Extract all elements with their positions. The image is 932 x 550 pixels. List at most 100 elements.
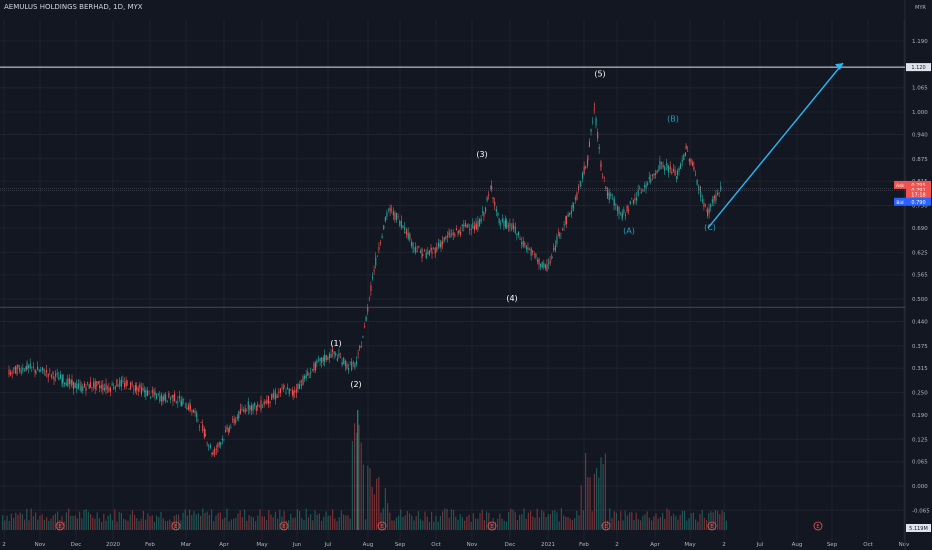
candle-body <box>477 220 479 230</box>
volume-bar <box>59 520 61 530</box>
earnings-marker <box>601 521 611 531</box>
candle-body <box>136 386 138 390</box>
volume-bar <box>640 520 642 530</box>
volume-bar <box>197 513 199 530</box>
volume-bar <box>530 510 532 530</box>
volume-bar <box>477 518 479 530</box>
candle-body <box>271 393 273 400</box>
volume-bar <box>536 508 538 530</box>
volume-bar <box>28 520 30 530</box>
volume-bar <box>613 510 615 530</box>
earnings-marker <box>707 521 717 531</box>
candle-body <box>26 362 28 370</box>
y-tick-label: 0.375 <box>912 344 928 350</box>
candle-body <box>440 241 442 247</box>
candle-body <box>178 395 180 399</box>
wave-label: (2) <box>350 380 361 389</box>
candle-body <box>696 179 698 185</box>
candle-body <box>166 400 168 403</box>
volume-bar <box>681 510 683 530</box>
candle-body <box>317 359 320 361</box>
volume-bar <box>620 510 622 530</box>
candle-body <box>165 394 167 402</box>
candle-body <box>125 380 127 387</box>
countdown-bg <box>906 190 931 199</box>
volume-bar <box>712 512 714 530</box>
volume-bar <box>206 511 208 530</box>
wave-label: (C) <box>704 223 716 232</box>
volume-bar <box>499 513 501 530</box>
candle-body <box>582 173 584 179</box>
candle-body <box>558 233 560 236</box>
volume-bar <box>710 511 712 530</box>
candle-body <box>466 224 468 228</box>
volume-bar <box>697 521 699 530</box>
candle-body <box>611 197 613 199</box>
candle-body <box>352 362 354 364</box>
candle-body <box>525 245 527 250</box>
candle-body <box>668 167 670 173</box>
candle-body <box>662 165 664 168</box>
volume-bar <box>527 512 529 530</box>
volume-bar <box>149 516 151 530</box>
candle-body <box>701 199 703 202</box>
volume-bar <box>472 513 474 530</box>
volume-bar <box>653 516 655 530</box>
candle-body <box>156 394 158 399</box>
volume-bar <box>35 512 37 530</box>
candle-body <box>494 201 496 206</box>
candle-body <box>637 190 639 196</box>
volume-bar <box>57 511 59 530</box>
candle-body <box>676 170 678 176</box>
candle-body <box>302 376 304 385</box>
candle-body <box>294 390 296 393</box>
volume-bar <box>701 509 703 530</box>
candle-body <box>491 185 493 190</box>
volume-bar <box>312 520 314 530</box>
volume-bar <box>136 518 138 530</box>
candle-body <box>446 235 448 238</box>
candle-body <box>397 216 399 217</box>
x-tick-label: Aug <box>363 542 374 548</box>
candle-body <box>458 229 460 233</box>
candle-body <box>667 164 669 169</box>
candle-body <box>483 212 485 217</box>
candle-body <box>404 227 406 231</box>
candle-body <box>376 255 378 257</box>
y-tick-label: 1.000 <box>912 110 928 116</box>
candle-body <box>546 264 548 271</box>
candle-body <box>551 256 553 258</box>
volume-bar <box>382 508 384 530</box>
candle-body <box>485 207 487 212</box>
candle-body <box>315 362 317 371</box>
candle-body <box>137 388 139 392</box>
candle-body <box>160 394 162 402</box>
volume-bar <box>721 510 723 530</box>
candle-body <box>603 177 605 178</box>
volume-bar <box>74 515 76 530</box>
candle-body <box>554 245 556 251</box>
earnings-marker <box>487 521 497 531</box>
candle-body <box>91 387 93 388</box>
candle-body <box>279 388 282 393</box>
resistance-tag-bg <box>906 63 931 72</box>
volume-bar <box>101 521 103 530</box>
candle-body <box>58 377 60 381</box>
volume-bar <box>116 521 118 530</box>
volume-bar <box>596 468 598 530</box>
candle-body <box>183 398 185 400</box>
candle-body <box>150 396 152 398</box>
volume-bar <box>593 473 595 530</box>
volume-bar <box>393 520 395 530</box>
candle-body <box>142 387 144 391</box>
candle-body <box>299 384 301 389</box>
volume-bar <box>156 515 158 530</box>
candle-body <box>107 387 109 389</box>
candle-body <box>305 374 307 379</box>
candle-body <box>206 443 208 445</box>
volume-bar <box>420 519 422 530</box>
candle-body <box>455 228 457 231</box>
candle-body <box>507 225 509 227</box>
earnings-marker-label: E <box>58 524 61 530</box>
